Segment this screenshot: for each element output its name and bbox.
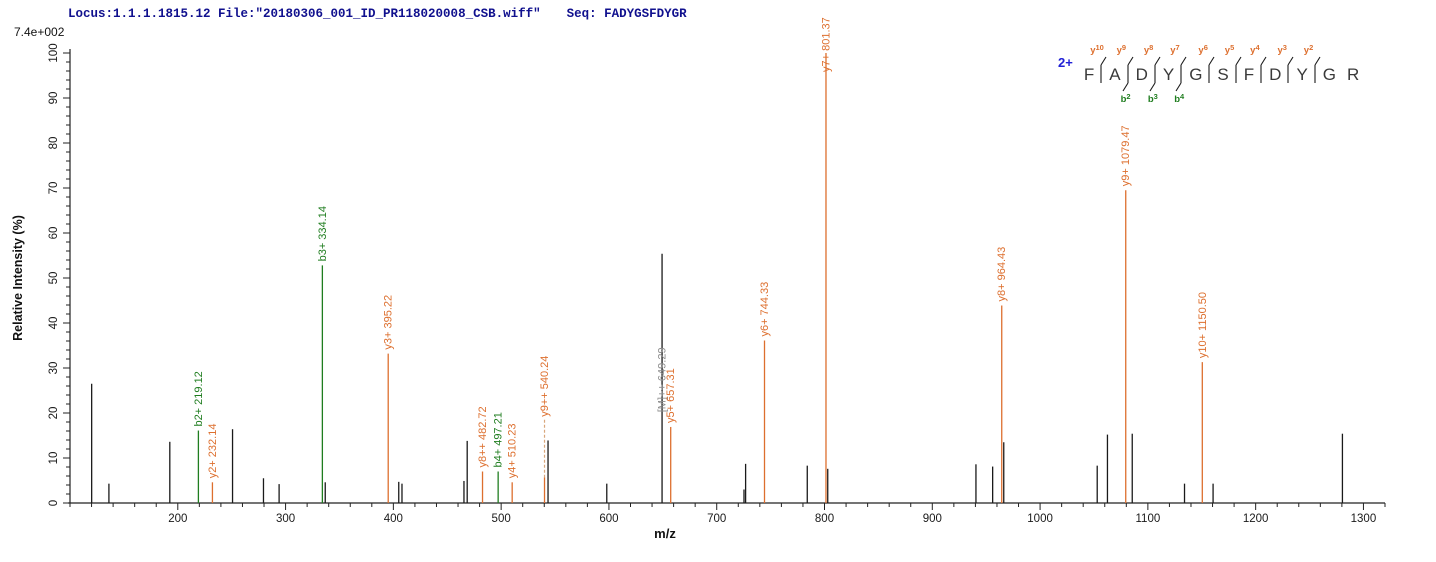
precursor-charge-label: 2+	[1058, 54, 1073, 70]
y-ion-label: y6	[1198, 43, 1208, 56]
y-ion-label: y7	[1170, 43, 1180, 56]
fragment-boundary-marker: y6	[1198, 43, 1216, 92]
x-axis-title: m/z	[654, 526, 676, 541]
residue-letter: S	[1217, 64, 1229, 84]
x-tick-label: 1000	[1027, 513, 1053, 525]
residue-letter: R	[1347, 64, 1360, 84]
residue-letter: A	[1109, 64, 1121, 84]
fragment-boundary-marker: y2	[1304, 43, 1322, 92]
peptide-fragment-annotation: 2+ F y10 A y9 b2 D y8 b3 Y y7 b4 G y6 S y5 F y4 D y…	[1058, 42, 1360, 106]
peak-label: y7+ 801.37	[820, 17, 832, 72]
y-tick-label: 30	[48, 362, 60, 375]
x-tick-label: 1200	[1243, 513, 1269, 525]
x-tick-label: 1300	[1351, 513, 1377, 525]
residue-letter: G	[1189, 64, 1203, 84]
peak-label: y3+ 395.22	[383, 295, 395, 350]
peak-label: b2+ 219.12	[193, 371, 205, 426]
sequence-label: Seq: FADYGSFDYGR	[566, 7, 687, 21]
residue-letter: G	[1322, 64, 1337, 84]
x-tick-label: 700	[707, 513, 726, 525]
max-intensity-label: 7.4e+002	[14, 25, 65, 39]
peak-label: [M]++ 649.29	[657, 347, 669, 412]
peak-label: b4+ 497.21	[493, 412, 505, 467]
y-tick-label: 10	[48, 452, 60, 465]
x-tick-label: 200	[168, 513, 187, 525]
x-tick-label: 300	[276, 513, 295, 525]
fragment-boundary-marker: y8 b3	[1144, 43, 1162, 105]
peak-label: b3+ 334.14	[317, 206, 329, 261]
residue-letter: D	[1135, 64, 1148, 84]
y-ion-label: y3	[1277, 43, 1287, 56]
y-ion-label: y9	[1116, 43, 1127, 56]
b-ion-label: b3	[1147, 92, 1158, 105]
fragment-boundary-marker: y4	[1250, 43, 1268, 92]
x-tick-label: 400	[384, 513, 403, 525]
y-ion-label: y2	[1303, 43, 1314, 56]
peak-label: y9++ 540.24	[539, 356, 551, 417]
residue-letter: Y	[1162, 64, 1175, 84]
fragment-boundary-marker: y7 b4	[1170, 43, 1188, 105]
y-tick-label: 80	[48, 137, 60, 150]
y-tick-label: 20	[48, 407, 60, 420]
peak-label: y10+ 1150.50	[1197, 292, 1209, 358]
b-ion-label: b4	[1174, 92, 1185, 105]
y-ion-label: y4	[1250, 43, 1260, 56]
b-ion-label: b2	[1120, 92, 1131, 105]
locus-file-label: Locus:1.1.1.1815.12 File:"20180306_001_I…	[68, 7, 541, 21]
residue-letter: Y	[1296, 64, 1308, 84]
peak-label: y5+ 657.31	[665, 368, 677, 423]
fragment-boundary-marker: y3	[1277, 43, 1295, 92]
x-tick-label: 500	[492, 513, 511, 525]
x-tick-label: 1100	[1136, 513, 1161, 525]
peak-label: y9+ 1079.47	[1120, 125, 1132, 186]
y-tick-label: 90	[48, 92, 60, 105]
x-tick-label: 800	[815, 513, 834, 525]
y-tick-label: 70	[48, 182, 60, 195]
peak-label: y8+ 964.43	[996, 247, 1008, 302]
x-tick-label: 900	[923, 513, 942, 525]
fragment-boundary-marker: y10	[1090, 43, 1108, 92]
y-ion-label: y5	[1224, 43, 1235, 56]
peak-label: y4+ 510.23	[507, 424, 519, 479]
residue-letter: F	[1243, 64, 1255, 84]
x-tick-label: 600	[599, 513, 618, 525]
peak-label: y8++ 482.72	[477, 406, 489, 467]
y-ion-label: y8	[1143, 43, 1154, 56]
spectrum-header: Locus:1.1.1.1815.12 File:"20180306_001_I…	[68, 7, 687, 21]
residue-letter: F	[1083, 64, 1095, 84]
peak-label: y6+ 744.33	[759, 282, 771, 337]
peak-label: y2+ 232.14	[207, 424, 219, 479]
y-tick-label: 50	[48, 272, 60, 285]
y-tick-label: 40	[48, 317, 60, 330]
residue-letter: D	[1269, 64, 1282, 84]
y-ion-label: y10	[1090, 43, 1104, 56]
y-axis-title: Relative Intensity (%)	[11, 215, 25, 341]
y-tick-label: 100	[48, 43, 60, 62]
y-tick-label: 0	[48, 500, 60, 506]
fragment-boundary-marker: y9 b2	[1117, 43, 1135, 105]
fragment-boundary-marker: y5	[1225, 43, 1243, 92]
y-tick-label: 60	[48, 227, 60, 240]
